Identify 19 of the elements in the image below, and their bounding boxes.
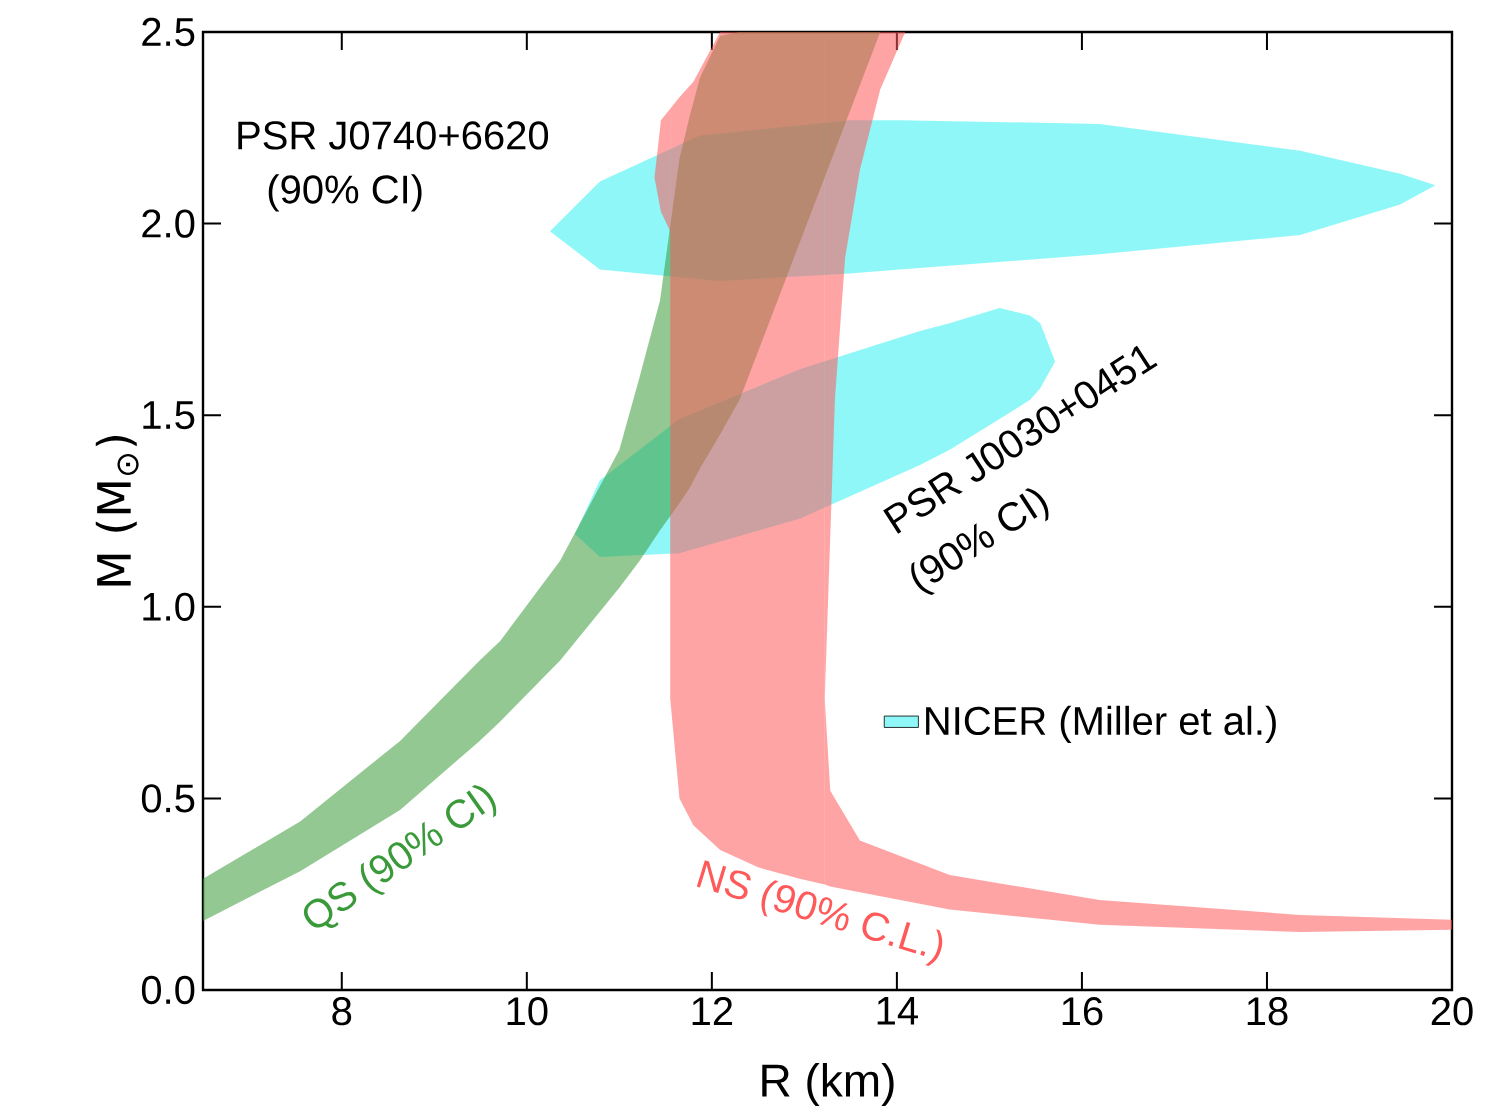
annotation: PSR J0740+6620 — [238, 121, 549, 150]
x-tick-label: 12 — [692, 997, 733, 1025]
legend-label: NICER (Miller et al.) — [926, 705, 1276, 744]
x-axis-title: R (km) — [762, 1063, 894, 1106]
x-tick-label: 8 — [332, 997, 352, 1026]
x-tick-label: 16 — [1062, 997, 1103, 1026]
y-tick-label: 2.5 — [142, 17, 195, 47]
y-tick-label: 2.0 — [142, 209, 195, 238]
annotation: (90% CI) — [268, 174, 422, 212]
y-tick-label: 1.5 — [143, 401, 195, 430]
y-tick-label: 0.5 — [141, 784, 195, 813]
y-tick-label: 1.0 — [143, 592, 195, 621]
legend-label: NS (90% C.L.) — [696, 860, 943, 966]
x-tick-label: 20 — [1431, 997, 1473, 1026]
x-tick-label: 10 — [507, 997, 548, 1026]
x-tick-label: 14 — [877, 997, 918, 1025]
y-axis-title: M (M$_{⊙}$) — [95, 436, 139, 586]
y-tick-label: 0.0 — [141, 975, 195, 1005]
x-tick-label: 18 — [1247, 997, 1288, 1026]
